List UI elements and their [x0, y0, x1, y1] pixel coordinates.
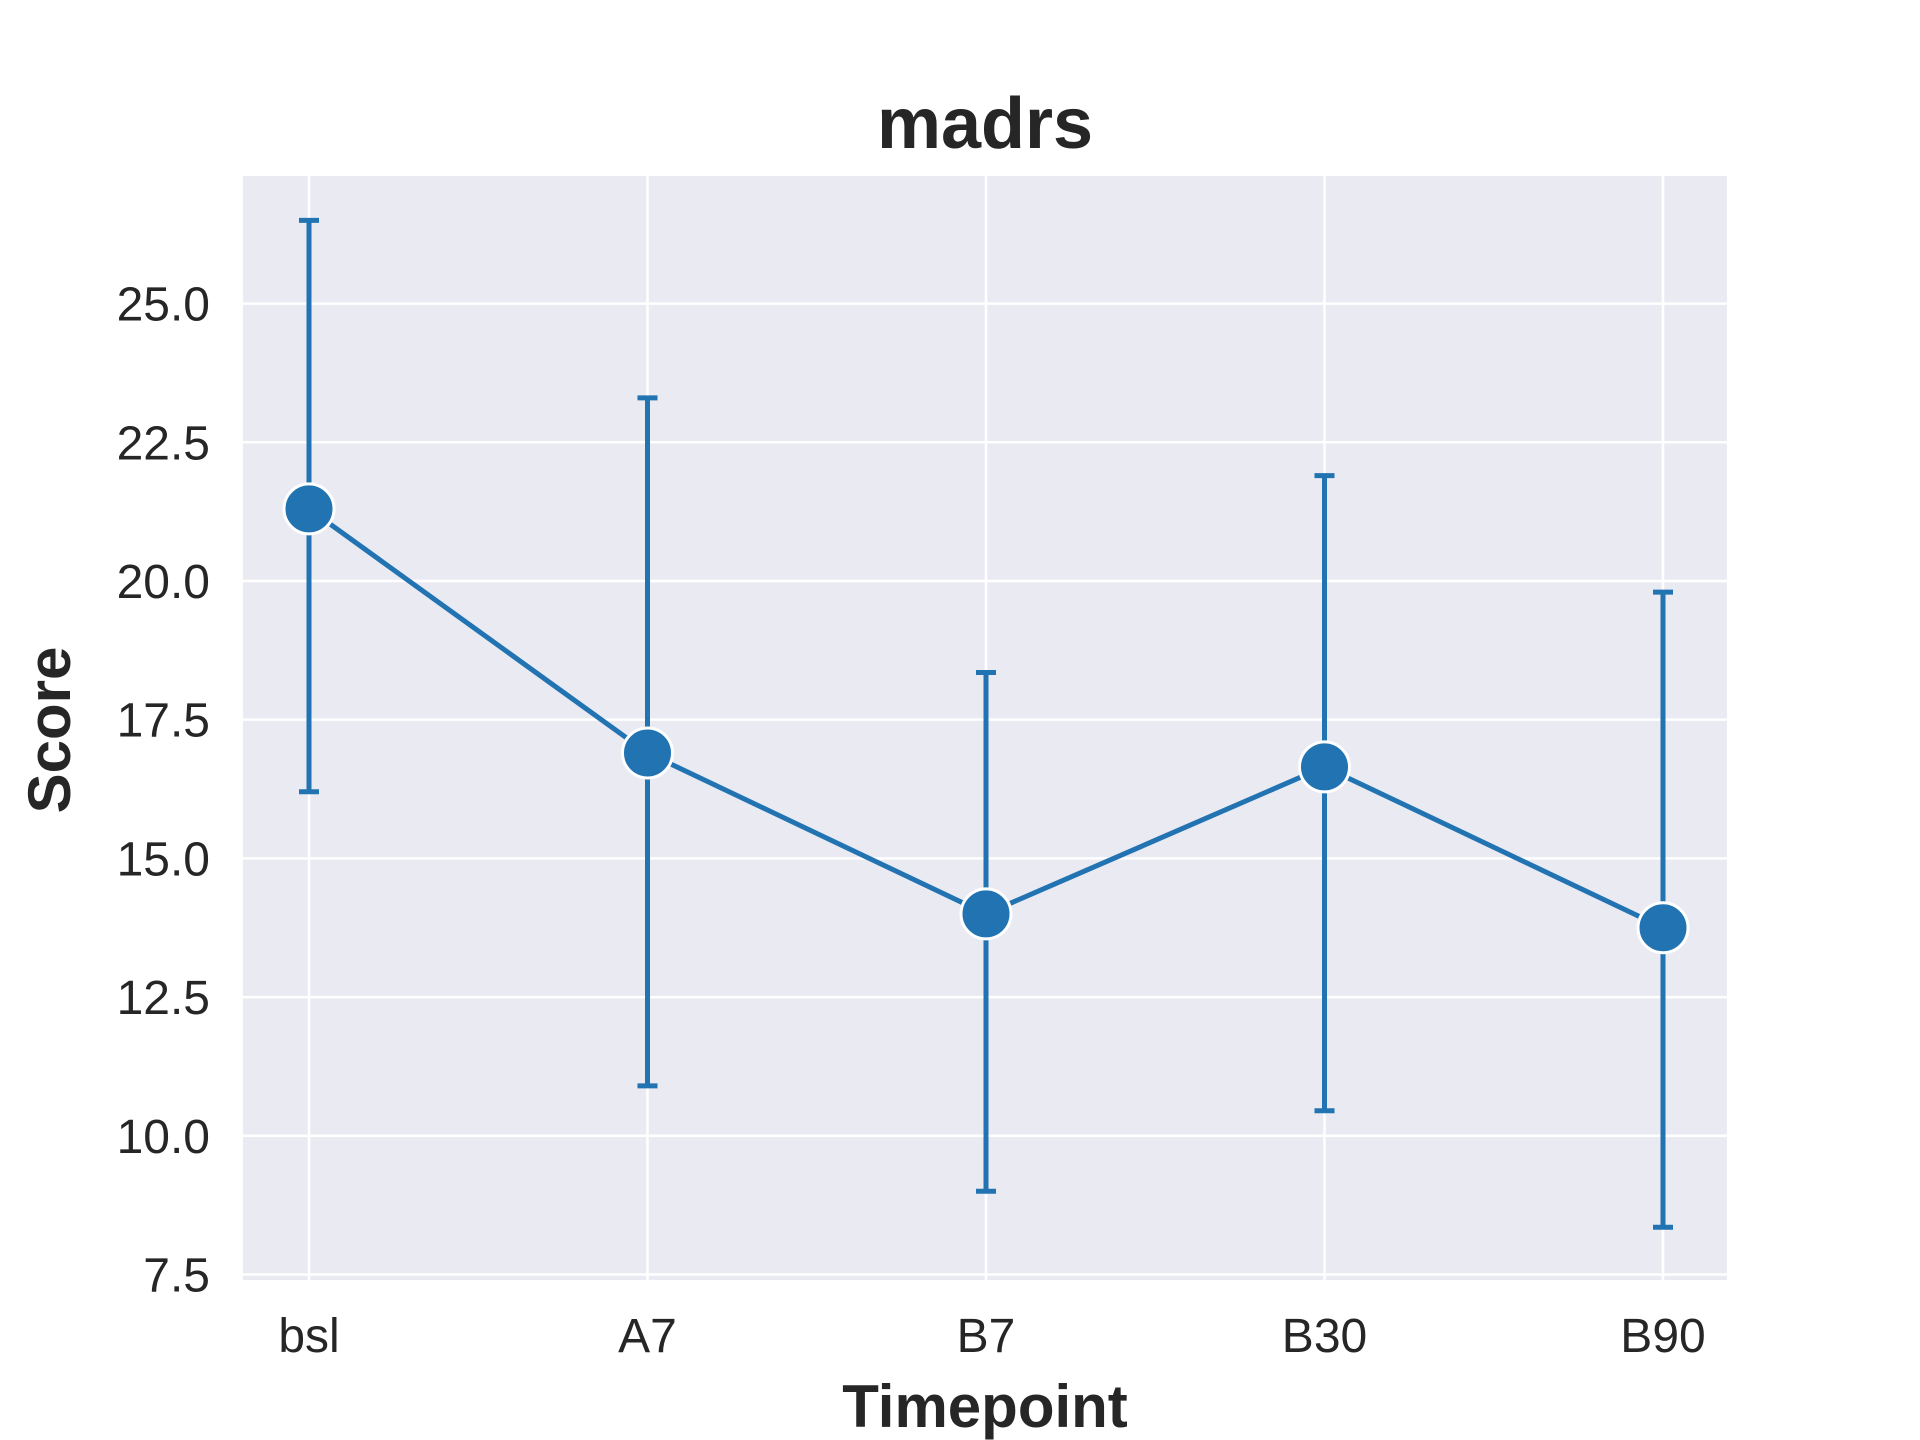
y-tick-label: 22.5	[117, 417, 210, 470]
y-tick-label: 7.5	[143, 1249, 210, 1302]
y-tick-label: 17.5	[117, 695, 210, 748]
x-axis-label: Timepoint	[842, 1373, 1128, 1440]
x-tick-label: B90	[1620, 1310, 1705, 1363]
y-tick-labels: 7.5 10.0 12.5 15.0 17.5 20.0 22.5 25.0	[117, 279, 210, 1303]
y-tick-label: 12.5	[117, 972, 210, 1025]
data-point	[959, 887, 1013, 941]
data-point	[621, 726, 674, 780]
y-tick-label: 10.0	[117, 1111, 210, 1164]
series-points	[282, 482, 1690, 955]
x-tick-labels: bsl A7 B7 B30 B90	[278, 1310, 1705, 1363]
data-point	[1636, 901, 1690, 955]
data-point	[282, 482, 336, 536]
x-tick-label: B7	[957, 1310, 1016, 1363]
x-tick-label: bsl	[278, 1310, 339, 1363]
chart-title: madrs	[877, 84, 1093, 164]
y-tick-label: 15.0	[117, 833, 210, 886]
data-point	[1298, 740, 1351, 794]
x-tick-label: A7	[618, 1310, 677, 1363]
y-tick-label: 20.0	[117, 556, 210, 609]
x-tick-label: B30	[1282, 1310, 1367, 1363]
y-axis-label: Score	[16, 647, 83, 814]
y-tick-label: 25.0	[117, 279, 210, 332]
